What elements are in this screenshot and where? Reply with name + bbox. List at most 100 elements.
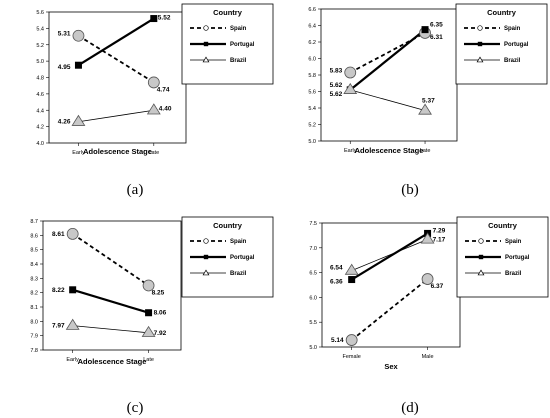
y-tick-label: 4.2 — [36, 125, 44, 131]
y-tick-label: 5.2 — [36, 43, 44, 49]
legend-entry-brazil: Brazil — [504, 58, 521, 64]
legend-marker-portugal — [203, 254, 209, 260]
legend-title: Country — [213, 8, 243, 17]
x-tick-label: Early — [66, 357, 79, 363]
legend-marker-portugal — [203, 41, 209, 47]
y-tick-label: 8.7 — [30, 219, 38, 225]
series-line-brazil — [72, 325, 149, 334]
panel-label: (d) — [401, 400, 419, 416]
data-point-brazil — [418, 103, 432, 115]
data-point-portugal — [348, 276, 356, 284]
data-label-brazil: 4.40 — [159, 105, 172, 112]
data-label-portugal: 4.95 — [58, 64, 71, 71]
chart-panel-c: 7.8 7.9 8.0 8.1 8.2 8.3 8.4 8.5 8.6 8.7 Early LateA… — [30, 216, 274, 416]
y-tick-label: 8.2 — [30, 291, 38, 297]
x-axis-title: Adolescence Stage — [83, 147, 152, 156]
data-label-spain: 4.74 — [157, 86, 170, 93]
legend-marker-brazil — [202, 56, 210, 63]
data-label-portugal: 6.36 — [330, 279, 343, 286]
series-line-brazil — [350, 89, 426, 111]
y-tick-label: 5.0 — [36, 59, 44, 65]
y-tick-label: 6.0 — [309, 295, 317, 301]
y-tick-label: 6.4 — [308, 24, 316, 30]
data-point-brazil — [344, 263, 359, 275]
legend-entry-brazil: Brazil — [230, 58, 247, 64]
x-tick-label: Late — [148, 150, 159, 156]
y-tick-label: 8.1 — [30, 305, 38, 311]
legend-entry-spain: Spain — [230, 26, 247, 32]
x-tick-label: Male — [422, 354, 434, 360]
data-point-brazil — [343, 82, 358, 94]
data-point-portugal — [150, 15, 158, 23]
legend-entry-portugal: Portugal — [230, 255, 255, 261]
panel-label: (c) — [127, 400, 144, 416]
data-label-spain: 8.61 — [52, 231, 65, 238]
y-tick-label: 5.4 — [308, 106, 316, 112]
chart-panel-d: 5.0 5.5 6.0 6.5 7.0 7.5 Female Male Sex 5.14 6.37 6… — [309, 216, 549, 416]
data-label-portugal: 6.35 — [430, 22, 443, 29]
legend-entry-portugal: Portugal — [505, 255, 530, 261]
legend-marker-spain — [478, 238, 484, 244]
data-label-spain: 6.37 — [431, 283, 444, 290]
data-label-brazil: 5.37 — [422, 97, 435, 104]
series-line-portugal — [72, 288, 149, 314]
series-line-portugal — [349, 28, 426, 91]
y-tick-label: 8.3 — [30, 276, 38, 282]
y-tick-label: 6.5 — [309, 271, 317, 277]
data-label-portugal: 8.06 — [154, 310, 167, 317]
y-tick-label: 4.6 — [36, 92, 44, 98]
data-point-spain — [421, 273, 434, 285]
x-axis-title: Adolescence Stage — [78, 357, 147, 366]
y-tick-label: 4.0 — [36, 141, 44, 147]
y-tick-label: 5.8 — [308, 73, 316, 79]
x-tick-label: Late — [143, 357, 154, 363]
legend-title: Country — [487, 8, 517, 17]
y-tick-label: 7.5 — [309, 221, 317, 227]
legend-entry-spain: Spain — [505, 239, 522, 245]
legend-marker-spain — [203, 238, 209, 244]
legend-entry-brazil: Brazil — [230, 271, 247, 277]
x-axis-title: Sex — [384, 362, 398, 371]
data-label-spain: 8.25 — [152, 290, 165, 297]
legend-title: Country — [488, 221, 518, 230]
data-label-brazil: 7.92 — [154, 330, 167, 337]
y-tick-label: 6.2 — [308, 40, 316, 46]
panel-label: (a) — [127, 182, 144, 198]
data-label-spain: 6.31 — [430, 34, 443, 41]
data-label-spain: 5.31 — [58, 31, 71, 38]
legend: Country Spain Portugal Brazil — [455, 3, 548, 85]
legend-marker-brazil — [477, 269, 485, 276]
chart-panel-b: 5.0 5.2 5.4 5.6 5.8 6.0 6.2 6.4 6.6 Early LateAdol… — [308, 3, 548, 198]
legend: Country Spain Portugal Brazil — [181, 3, 274, 85]
series-line-portugal — [351, 232, 429, 281]
chart-panel-a: 4.0 4.2 4.4 4.6 4.8 5.0 5.2 5.4 5.6 Early LateAdol… — [36, 3, 274, 198]
data-label-brazil: 4.26 — [58, 119, 71, 126]
x-tick-label: Early — [72, 150, 85, 156]
y-tick-label: 4.4 — [36, 108, 44, 114]
legend-marker-brazil — [202, 269, 210, 276]
legend-marker-portugal — [478, 254, 484, 260]
data-label-spain: 5.83 — [330, 68, 343, 75]
legend-entry-spain: Spain — [230, 239, 247, 245]
y-tick-label: 6.0 — [308, 57, 316, 63]
data-label-brazil: 6.54 — [330, 265, 343, 272]
data-point-brazil — [71, 114, 86, 126]
data-point-spain — [72, 29, 85, 42]
y-tick-label: 5.5 — [309, 320, 317, 326]
y-tick-label: 6.6 — [308, 7, 316, 13]
y-tick-label: 7.0 — [309, 246, 317, 252]
data-point-portugal — [145, 309, 153, 317]
legend-marker-portugal — [477, 41, 483, 47]
series-line-portugal — [77, 17, 155, 67]
data-point-brazil — [146, 103, 161, 115]
plot-frame — [42, 220, 182, 351]
data-point-spain — [66, 227, 79, 240]
panel-label: (b) — [401, 182, 419, 198]
x-tick-label: Female — [342, 354, 360, 360]
legend: Country Spain Portugal Brazil — [181, 216, 274, 298]
y-tick-label: 7.9 — [30, 334, 38, 340]
data-point-spain — [147, 76, 160, 89]
series-line-brazil — [78, 109, 154, 123]
y-tick-label: 5.0 — [309, 345, 317, 351]
legend-marker-brazil — [476, 56, 484, 63]
